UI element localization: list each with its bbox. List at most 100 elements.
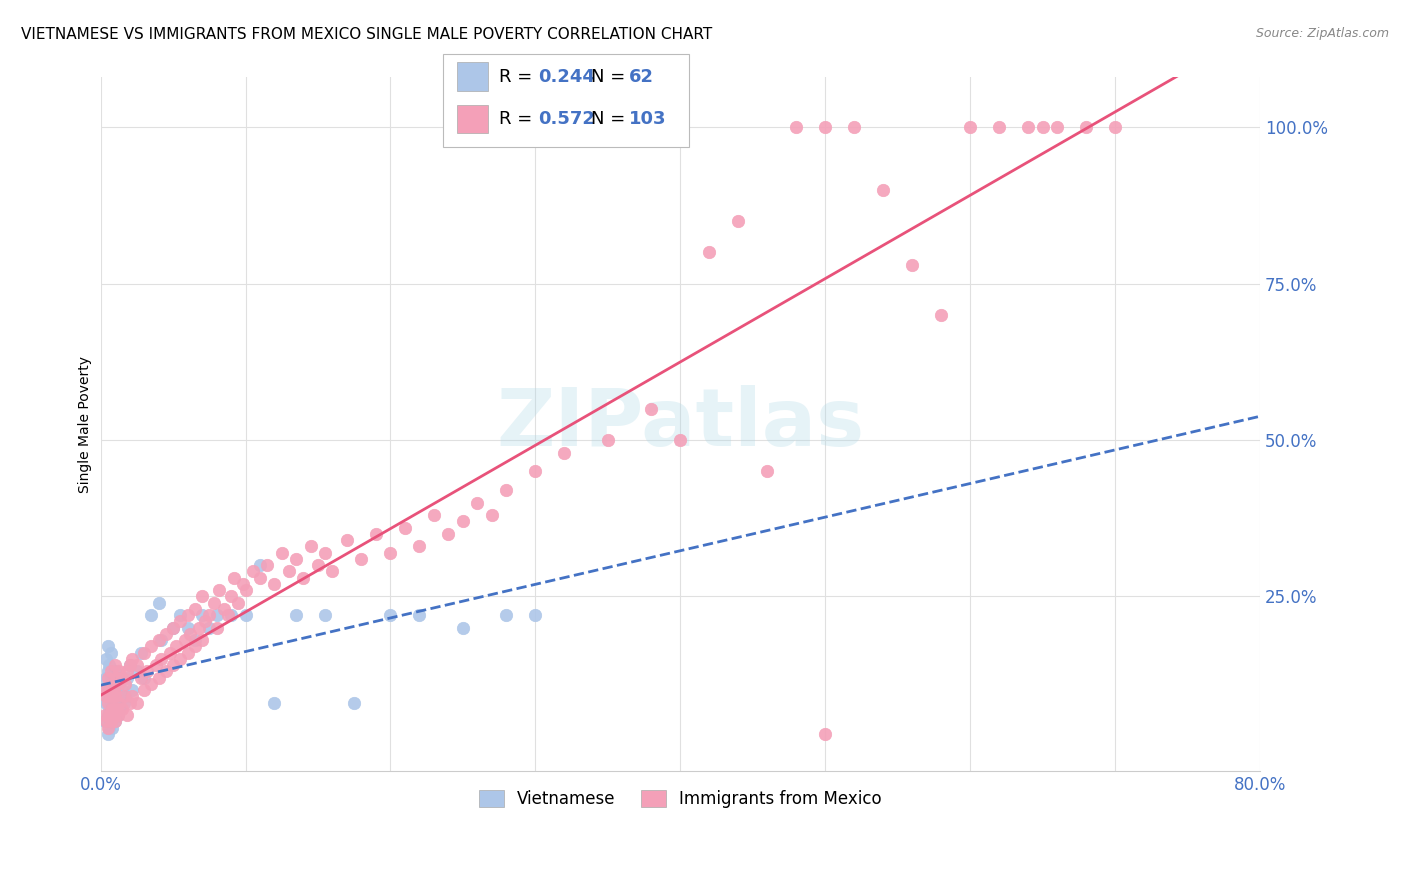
Point [299,539,322,553]
Point [118,658,141,673]
Point [121,652,143,666]
Point [100,696,122,710]
Point [141,677,163,691]
Point [111,671,134,685]
Point [1104,120,1126,135]
Point [115,665,138,679]
Point [553,445,575,459]
Point [408,539,430,553]
Point [104,690,127,704]
Point [103,683,125,698]
Point [96,671,118,685]
Text: R =: R = [499,110,538,128]
Point [101,677,124,691]
Point [697,245,720,260]
Point [235,583,257,598]
Point [872,183,894,197]
Point [115,708,138,723]
Point [669,433,692,447]
Point [278,564,301,578]
Point [100,714,122,729]
Point [169,652,191,666]
Point [219,590,242,604]
Point [155,627,177,641]
Point [314,545,336,559]
Point [495,483,517,497]
Point [136,665,159,679]
Point [121,683,143,698]
Point [112,690,135,704]
Point [191,590,214,604]
Point [205,621,228,635]
Legend: Vietnamese, Immigrants from Mexico: Vietnamese, Immigrants from Mexico [472,783,889,815]
Point [165,640,187,654]
Point [98,658,121,673]
Point [96,690,118,704]
Point [125,696,148,710]
Point [105,671,128,685]
Point [336,533,359,547]
Point [155,665,177,679]
Point [285,551,308,566]
Point [129,646,152,660]
Point [184,640,207,654]
Point [169,615,191,629]
Point [194,615,217,629]
Point [481,508,503,522]
Point [98,683,121,698]
Point [285,608,308,623]
Point [524,608,547,623]
Point [94,714,117,729]
Point [219,608,242,623]
Point [148,671,170,685]
Point [108,677,131,691]
Point [98,721,121,735]
Point [107,677,129,691]
Point [101,702,124,716]
Point [100,671,122,685]
Point [176,608,198,623]
Point [242,564,264,578]
Point [125,658,148,673]
Point [111,683,134,698]
Point [380,608,402,623]
Point [103,708,125,723]
Point [205,608,228,623]
Point [198,621,221,635]
Point [150,633,173,648]
Point [451,514,474,528]
Point [101,677,124,691]
Text: 103: 103 [628,110,666,128]
Point [270,545,292,559]
Point [108,696,131,710]
Point [94,683,117,698]
Point [145,658,167,673]
Point [118,658,141,673]
Point [162,658,184,673]
Point [350,551,373,566]
Point [118,696,141,710]
Point [495,608,517,623]
Point [256,558,278,572]
Point [107,708,129,723]
Point [814,727,837,741]
Point [173,633,195,648]
Text: R =: R = [499,68,538,86]
Point [929,308,952,322]
Point [249,558,271,572]
Point [98,702,121,716]
Point [364,526,387,541]
Text: 0.572: 0.572 [538,110,595,128]
Point [176,621,198,635]
Point [107,671,129,685]
Point [314,608,336,623]
Point [184,602,207,616]
Point [100,690,122,704]
Point [97,696,120,710]
Point [94,683,117,698]
Point [96,696,118,710]
Point [100,665,122,679]
Text: 62: 62 [628,68,654,86]
Point [756,464,779,478]
Point [132,683,155,698]
